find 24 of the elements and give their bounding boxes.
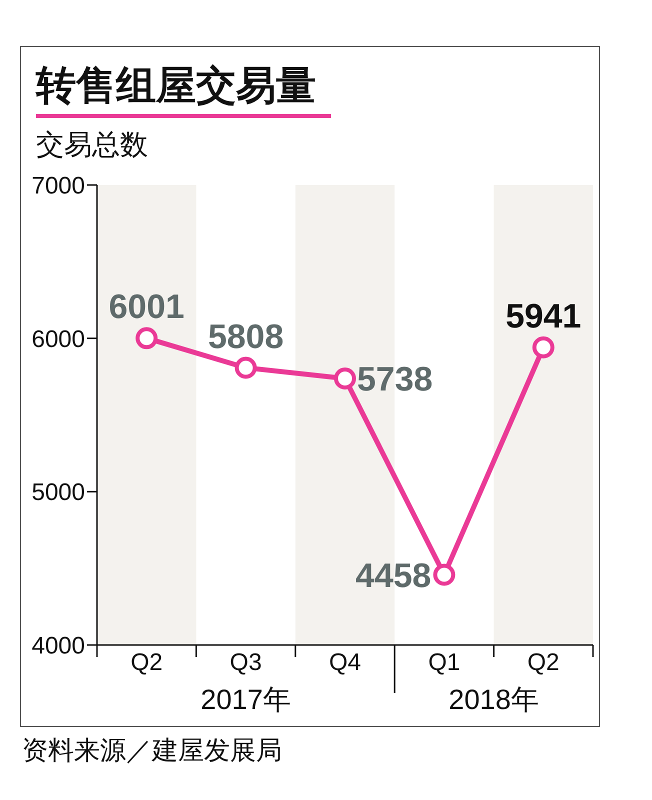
point xyxy=(136,327,158,350)
x-tick-label: Q4 xyxy=(328,649,362,676)
point xyxy=(532,336,554,358)
x-tick-label: Q2 xyxy=(130,649,163,676)
data-label: 6001 xyxy=(108,288,184,326)
x-tick-label: Q3 xyxy=(230,649,262,676)
y-tick-label: 7000 xyxy=(32,172,85,200)
x-tick-label: Q2 xyxy=(527,649,560,676)
y-axis-title: 交易总数 xyxy=(36,129,148,160)
point xyxy=(234,356,257,379)
chart-title: 转售组屋交易量 xyxy=(36,64,316,108)
text: 2017年 xyxy=(200,684,291,715)
data-label: 5941 xyxy=(506,297,582,336)
y-tick-label: 5000 xyxy=(32,479,85,506)
text: 资料来源／建屋发展局 xyxy=(22,735,282,765)
y-tick-label: 6000 xyxy=(32,326,85,353)
y-tick-label: 4000 xyxy=(32,632,85,660)
text: 2018年 xyxy=(448,684,539,715)
data-label: 5808 xyxy=(208,318,284,356)
data-label: 5738 xyxy=(357,360,433,399)
data-label: 4458 xyxy=(356,556,432,595)
x-tick-label: Q1 xyxy=(428,649,460,676)
point xyxy=(433,564,456,586)
point xyxy=(334,368,356,390)
